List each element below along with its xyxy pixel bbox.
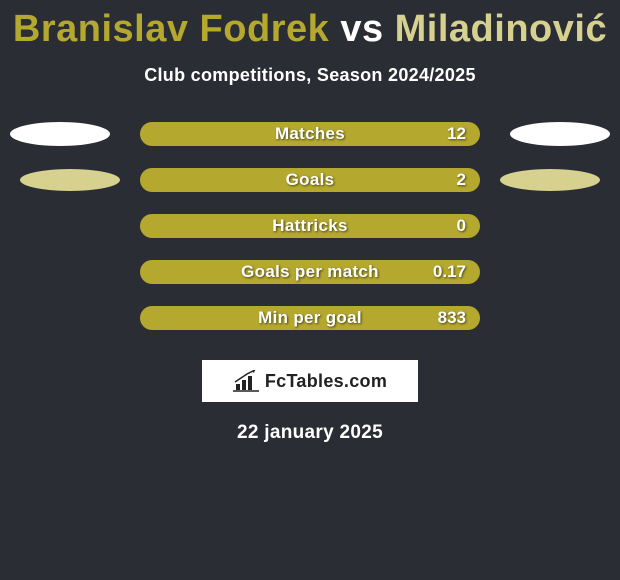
watermark: FcTables.com	[202, 360, 418, 402]
stats-container: Matches 12 Goals 2 Hattricks 0 Goals per…	[0, 122, 620, 330]
stat-row-goals: Goals 2	[0, 168, 620, 192]
stat-value: 2	[457, 170, 466, 190]
stat-row-mpg: Min per goal 833	[0, 306, 620, 330]
stat-bar: Goals per match 0.17	[140, 260, 480, 284]
stat-row-hattricks: Hattricks 0	[0, 214, 620, 238]
subtitle: Club competitions, Season 2024/2025	[0, 65, 620, 86]
stat-row-gpm: Goals per match 0.17	[0, 260, 620, 284]
title-vs: vs	[340, 8, 383, 50]
stat-label: Goals per match	[241, 262, 379, 282]
ellipse-right-matches	[510, 122, 610, 146]
stat-value: 12	[447, 124, 466, 144]
ellipse-left-matches	[10, 122, 110, 146]
stat-value: 0.17	[433, 262, 466, 282]
title-player1: Branislav Fodrek	[13, 8, 329, 50]
ellipse-right-goals	[500, 169, 600, 191]
stat-bar: Min per goal 833	[140, 306, 480, 330]
stat-label: Min per goal	[258, 308, 362, 328]
stat-row-matches: Matches 12	[0, 122, 620, 146]
stat-bar: Goals 2	[140, 168, 480, 192]
title-player2: Miladinović	[395, 8, 607, 50]
chart-bar-icon	[233, 370, 259, 392]
stat-label: Matches	[275, 124, 345, 144]
stat-bar: Hattricks 0	[140, 214, 480, 238]
stat-label: Hattricks	[272, 216, 347, 236]
watermark-text: FcTables.com	[265, 371, 387, 392]
stat-value: 833	[438, 308, 466, 328]
page-title: Branislav Fodrek vs Miladinović	[0, 0, 620, 51]
ellipse-left-goals	[20, 169, 120, 191]
stat-bar: Matches 12	[140, 122, 480, 146]
stat-label: Goals	[286, 170, 335, 190]
date-label: 22 january 2025	[0, 422, 620, 444]
stat-value: 0	[457, 216, 466, 236]
